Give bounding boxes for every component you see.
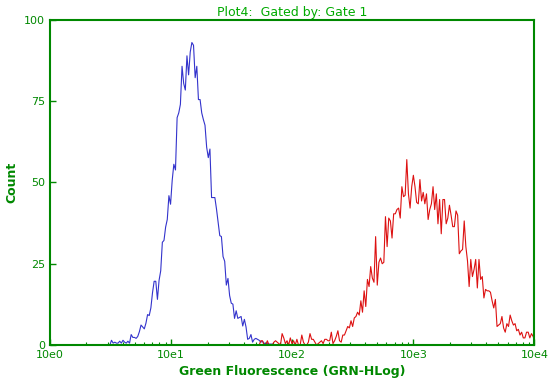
X-axis label: Green Fluorescence (GRN-HLog): Green Fluorescence (GRN-HLog) xyxy=(179,366,406,379)
Y-axis label: Count: Count xyxy=(6,162,18,203)
Title: Plot4:  Gated by: Gate 1: Plot4: Gated by: Gate 1 xyxy=(217,5,367,18)
